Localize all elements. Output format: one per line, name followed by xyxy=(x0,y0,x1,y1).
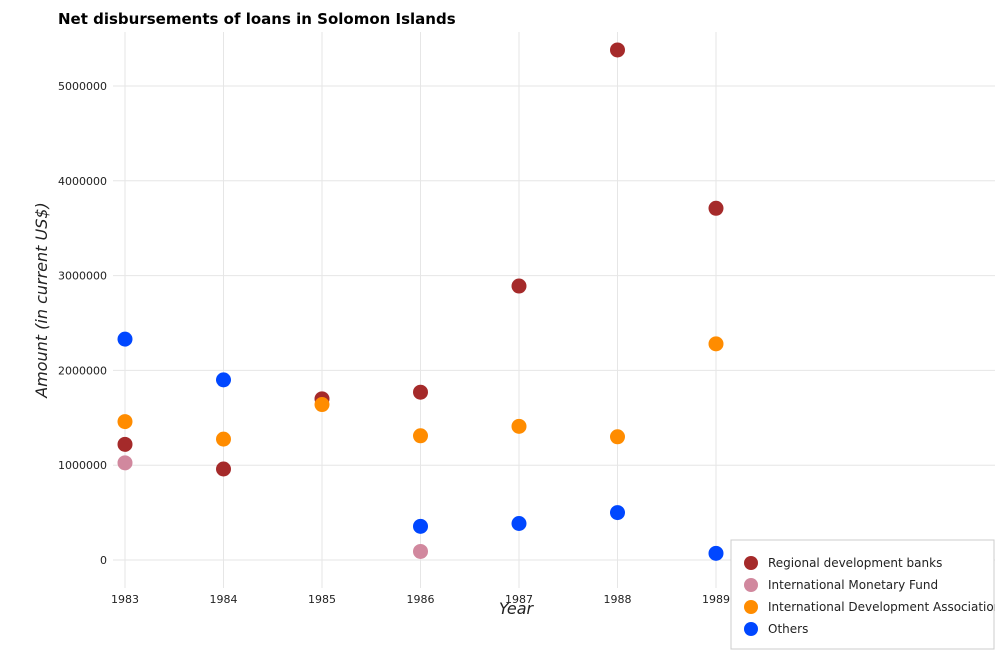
x-tick-label: 1986 xyxy=(407,593,435,606)
y-axis-label: Amount (in current US$) xyxy=(32,202,51,399)
x-axis-label: Year xyxy=(499,599,535,618)
y-tick-label: 4000000 xyxy=(58,175,107,188)
legend-label: Others xyxy=(768,622,808,636)
data-point xyxy=(511,516,527,532)
legend-marker xyxy=(744,600,758,614)
y-tick-label: 0 xyxy=(100,554,107,567)
legend-marker xyxy=(744,556,758,570)
data-point xyxy=(314,397,330,413)
x-tick-label: 1985 xyxy=(308,593,336,606)
legend-box xyxy=(730,539,995,650)
chart-title: Net disbursements of loans in Solomon Is… xyxy=(58,10,456,28)
data-point xyxy=(708,545,724,561)
legend-marker xyxy=(744,578,758,592)
y-tick-label: 2000000 xyxy=(58,364,107,377)
legend-marker xyxy=(744,622,758,636)
data-point xyxy=(610,42,625,58)
data-point xyxy=(413,518,428,534)
data-point xyxy=(708,336,724,352)
series-international-development-association xyxy=(117,336,724,447)
data-point xyxy=(216,372,231,388)
legend: Regional development banks International … xyxy=(730,539,995,650)
legend-label: International Development Association xyxy=(768,600,995,614)
legend-label: International Monetary Fund xyxy=(768,578,938,592)
data-point xyxy=(413,384,428,400)
x-tick-label: 1988 xyxy=(604,593,632,606)
x-tick-label: 1983 xyxy=(111,593,139,606)
y-tick-label: 5000000 xyxy=(58,80,107,93)
x-tick-label: 1984 xyxy=(210,593,238,606)
data-point xyxy=(117,436,133,452)
data-point xyxy=(413,428,428,444)
y-tick-label: 1000000 xyxy=(58,459,107,472)
data-point xyxy=(216,461,231,477)
data-point xyxy=(117,331,133,347)
x-tick-label: 1989 xyxy=(702,593,730,606)
data-point xyxy=(511,418,527,434)
data-point xyxy=(117,455,133,471)
x-tick-label: 1987 xyxy=(505,593,533,606)
legend-label: Regional development banks xyxy=(768,556,942,570)
data-point xyxy=(610,505,625,521)
y-tick-label: 3000000 xyxy=(58,270,107,283)
data-point xyxy=(216,431,231,447)
series-international-monetary-fund xyxy=(117,455,428,559)
series-others xyxy=(117,331,724,561)
data-point xyxy=(511,278,527,294)
data-point xyxy=(117,414,133,430)
data-point xyxy=(708,200,724,216)
data-point xyxy=(413,543,428,559)
plot-area: 0 1000000 2000000 3000000 4000000 5000000 1983… xyxy=(58,32,995,606)
data-point xyxy=(610,429,625,445)
